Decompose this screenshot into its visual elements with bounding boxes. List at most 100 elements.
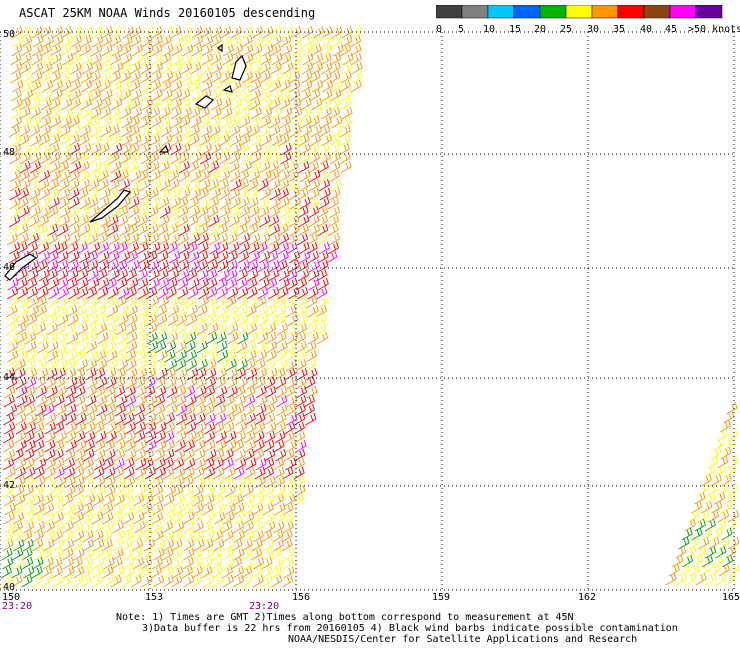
wind-barb <box>190 475 194 483</box>
wind-barb <box>38 202 50 210</box>
wind-barb <box>215 153 219 161</box>
wind-barb <box>60 31 72 39</box>
wind-barb <box>67 232 71 240</box>
wind-barb <box>155 205 159 213</box>
wind-barb <box>97 70 101 78</box>
wind-barb <box>224 340 228 348</box>
wind-barb <box>164 117 168 125</box>
wind-barb <box>77 193 89 201</box>
wind-barb <box>327 97 331 105</box>
wind-barb <box>218 52 222 60</box>
wind-barb <box>246 169 250 177</box>
wind-barb <box>28 396 32 404</box>
wind-barb <box>307 36 311 44</box>
wind-barb <box>171 430 175 438</box>
wind-barb <box>179 148 191 156</box>
wind-barb <box>131 49 143 57</box>
wind-barb <box>215 223 219 231</box>
wind-barb <box>186 328 198 336</box>
wind-barb <box>101 31 113 39</box>
wind-barb <box>199 396 203 404</box>
wind-barb <box>161 67 173 75</box>
wind-barb <box>277 97 281 105</box>
wind-barb <box>200 88 204 96</box>
wind-barb <box>151 333 155 341</box>
wind-barb <box>57 319 69 327</box>
wind-barb <box>268 169 272 177</box>
wind-barb <box>205 153 209 161</box>
wind-barb <box>57 265 69 273</box>
wind-barb <box>124 331 128 339</box>
wind-barb <box>297 274 309 282</box>
wind-barb <box>308 202 320 210</box>
wind-barb <box>186 63 190 71</box>
wind-barb <box>60 405 64 413</box>
wind-barb <box>259 148 271 156</box>
wind-barb <box>283 331 287 339</box>
wind-barb <box>314 171 318 179</box>
wind-barb <box>96 382 108 390</box>
wind-barb <box>66 382 78 390</box>
wind-barb <box>108 256 119 264</box>
wind-barb <box>296 373 308 381</box>
wind-barb <box>303 358 307 366</box>
wind-barb <box>86 27 90 35</box>
wind-barb <box>68 256 80 264</box>
wind-barb <box>204 117 208 125</box>
wind-barb <box>146 99 150 107</box>
wind-barb <box>232 288 236 296</box>
wind-barb <box>263 457 267 465</box>
wind-barb <box>14 180 18 188</box>
wind-barb <box>282 252 286 260</box>
wind-barb <box>262 31 274 39</box>
wind-barb <box>89 94 101 102</box>
wind-barb <box>72 466 76 474</box>
wind-barb <box>173 207 177 215</box>
wind-barb <box>63 135 67 143</box>
wind-barb <box>318 43 322 51</box>
wind-barb <box>34 207 38 215</box>
wind-barb <box>29 468 33 476</box>
wind-barb <box>276 400 288 408</box>
wind-barb <box>144 355 156 363</box>
wind-barb <box>194 376 198 384</box>
wind-barb <box>176 373 188 381</box>
wind-barb <box>307 63 311 71</box>
wind-barb <box>73 189 77 197</box>
wind-barb <box>105 126 109 134</box>
wind-barb <box>133 198 137 206</box>
wind-barb <box>284 322 288 330</box>
wind-barb <box>109 468 113 476</box>
wind-barb <box>205 268 209 276</box>
wind-barb <box>268 229 280 237</box>
wind-barb <box>298 133 302 141</box>
wind-barb <box>150 414 154 422</box>
wind-barb <box>95 126 99 134</box>
wind-barb <box>223 412 227 420</box>
wind-barb <box>40 297 44 305</box>
wind-barb <box>197 178 201 186</box>
wind-barb <box>187 292 199 300</box>
wind-barb <box>9 387 13 395</box>
wind-barb <box>253 340 257 348</box>
wind-barb <box>159 85 171 93</box>
wind-barb <box>118 52 121 60</box>
wind-barb <box>258 283 270 291</box>
wind-barb <box>109 61 112 69</box>
wind-barb <box>104 403 108 411</box>
wind-barb <box>177 274 189 282</box>
wind-barb <box>14 472 26 480</box>
wind-barb <box>52 394 56 402</box>
wind-barb <box>69 106 73 114</box>
wind-barb <box>112 288 116 296</box>
wind-barb <box>185 436 197 444</box>
wind-barb <box>147 178 151 186</box>
wind-barb <box>228 121 240 129</box>
wind-barb <box>287 175 299 183</box>
wind-barb <box>55 295 58 303</box>
wind-barb <box>263 198 267 206</box>
wind-barb <box>207 196 211 204</box>
wind-barb <box>141 412 145 420</box>
wind-barb <box>291 414 295 422</box>
wind-barb <box>162 358 166 366</box>
